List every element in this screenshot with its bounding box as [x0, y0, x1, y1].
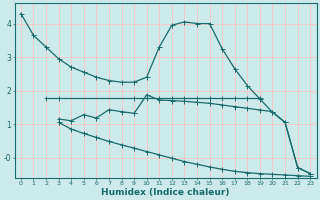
X-axis label: Humidex (Indice chaleur): Humidex (Indice chaleur) [101, 188, 230, 197]
